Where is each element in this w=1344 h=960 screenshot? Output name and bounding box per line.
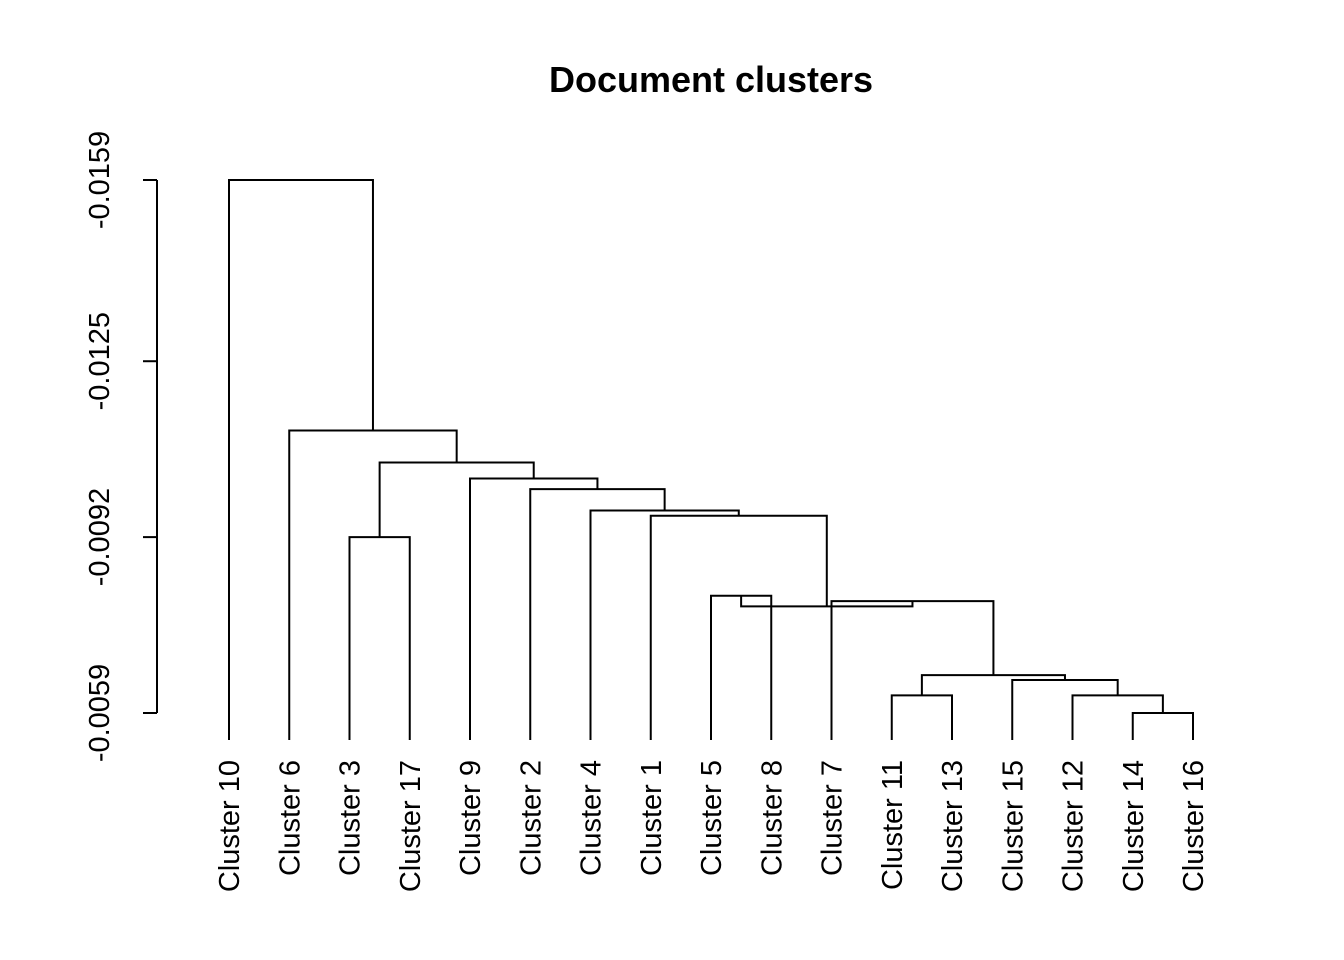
dendrogram-merge-link — [1011, 678, 1119, 740]
leaf-label: Cluster 17 — [395, 760, 427, 892]
dendrogram-merge-link — [1071, 694, 1164, 740]
dendrogram-merge-link — [589, 509, 740, 740]
leaf-label: Cluster 5 — [696, 760, 728, 876]
y-tick-label: -0.0125 — [84, 312, 116, 410]
dendrogram-merge-link — [348, 536, 411, 740]
y-tick-label: -0.0092 — [84, 488, 116, 586]
dendrogram-merge-link — [1131, 712, 1194, 740]
leaf-label: Cluster 2 — [515, 760, 547, 876]
dendrogram-merge-link — [288, 429, 458, 740]
leaf-label: Cluster 10 — [214, 760, 246, 892]
leaf-label: Cluster 3 — [335, 760, 367, 876]
y-tick-label: -0.0159 — [84, 131, 116, 229]
dendrogram-merge-link — [378, 461, 535, 538]
dendrogram-merge-link — [469, 477, 599, 740]
leaf-label: Cluster 14 — [1118, 760, 1150, 892]
leaf-label: Cluster 7 — [817, 760, 849, 876]
y-tick-label: -0.0059 — [84, 664, 116, 762]
dendrogram-links — [228, 179, 1194, 740]
dendrogram-merge-link — [890, 694, 953, 740]
leaf-label: Cluster 4 — [576, 760, 608, 876]
leaf-label: Cluster 16 — [1178, 760, 1210, 892]
dendrogram-merge-link — [228, 179, 374, 740]
leaf-label: Cluster 13 — [937, 760, 969, 892]
dendrogram-merge-link — [529, 488, 666, 740]
dendrogram-merge-link — [830, 600, 995, 740]
leaf-label: Cluster 9 — [455, 760, 487, 876]
leaf-label: Cluster 15 — [997, 760, 1029, 892]
dendrogram-merge-link — [920, 674, 1066, 696]
leaf-label: Cluster 6 — [274, 760, 306, 876]
leaf-label: Cluster 12 — [1058, 760, 1090, 892]
y-axis: -0.0159 -0.0125 -0.0092 -0.0059 — [84, 131, 158, 762]
dendrogram-merge-link — [649, 514, 828, 740]
dendrogram-merge-link — [710, 594, 773, 740]
leaf-labels: Cluster 10 Cluster 6 Cluster 3 Cluster 17 Cl… — [214, 760, 1210, 892]
chart-title: Document clusters — [549, 59, 873, 100]
leaf-label: Cluster 8 — [756, 760, 788, 876]
leaf-label: Cluster 11 — [877, 760, 909, 890]
leaf-label: Cluster 1 — [636, 760, 668, 876]
